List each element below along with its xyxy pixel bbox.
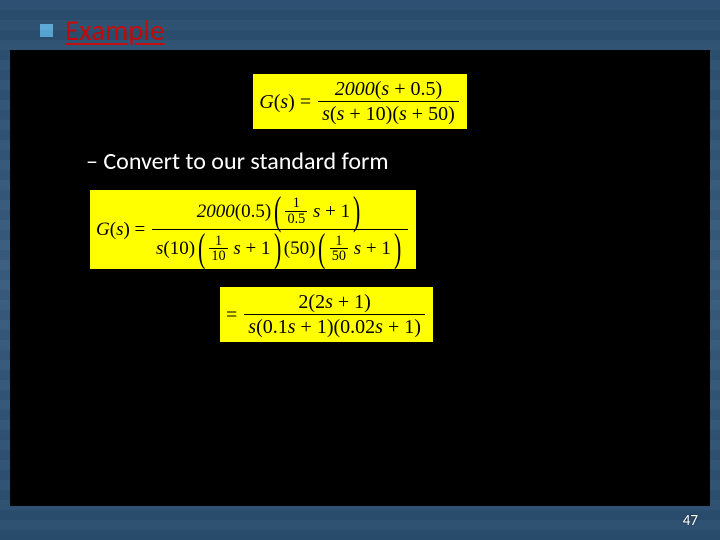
eq2-num-minifrac: 1 0.5 [285,196,307,226]
eq3-fraction: 2 (2s + 1) s (0.1s + 1)(0.02s + 1) [244,290,425,339]
eq2-den2b: 50 [290,239,309,258]
eq2-num-tail: s + 1 [308,202,350,221]
equation-3: = 2 (2s + 1) s (0.1s + 1)(0.02s + 1) [220,287,433,342]
page-number: 47 [683,512,698,530]
convert-text: – Convert to our standard form [86,147,670,176]
eq2-lhs: G(s) = [96,220,150,239]
equation-1: G(s) = 2000 (s + 0.5) s (s + 10) (s + 50… [253,74,467,129]
eq3-den1: s [248,317,256,337]
eq2-den2-minifrac: 1 50 [330,234,348,264]
eq1-den3: s + 50 [399,104,448,124]
eq2-den-s: s [156,239,163,258]
content-box: G(s) = 2000 (s + 0.5) s (s + 10) (s + 50… [10,50,710,506]
eq1-den1: s [322,104,330,124]
eq1-num-inner: s + 0.5 [381,79,435,99]
eq1-num-coeff: 2000 [335,79,375,99]
eq3-num-inner: 2s + 1 [315,292,364,312]
eq2-den1-tail: s + 1 [229,239,271,258]
eq3-den3: 0.02s + 1 [340,317,414,337]
eq2-num-coeff: 2000 [197,202,235,221]
eq2-den1b: 10 [170,239,189,258]
slide-header: Example [0,0,720,54]
bullet-icon [40,24,53,37]
eq3-den2: 0.1s + 1 [263,317,327,337]
equation-1-row: G(s) = 2000 (s + 0.5) s (s + 10) (s + 50… [50,74,670,129]
eq1-fraction: 2000 (s + 0.5) s (s + 10) (s + 50) [318,77,459,126]
equation-2-row: G(s) = 2000 (0.5) ( 1 0.5 s + 1 ) [50,190,670,269]
eq2-fraction: 2000 (0.5) ( 1 0.5 s + 1 ) [152,193,408,266]
slide-title: Example [65,12,165,48]
eq1-lhs: G(s) = [259,92,316,112]
equation-2: G(s) = 2000 (0.5) ( 1 0.5 s + 1 ) [90,190,416,269]
eq3-lhs: = [226,305,237,325]
eq3-num-coeff: 2 [298,292,308,312]
equation-3-row: = 2 (2s + 1) s (0.1s + 1)(0.02s + 1) [50,287,670,342]
eq2-num-const: 0.5 [241,202,265,221]
eq2-den1-minifrac: 1 10 [209,234,227,264]
eq1-den2: s + 10 [337,104,386,124]
eq2-den2-tail: s + 1 [349,239,391,258]
